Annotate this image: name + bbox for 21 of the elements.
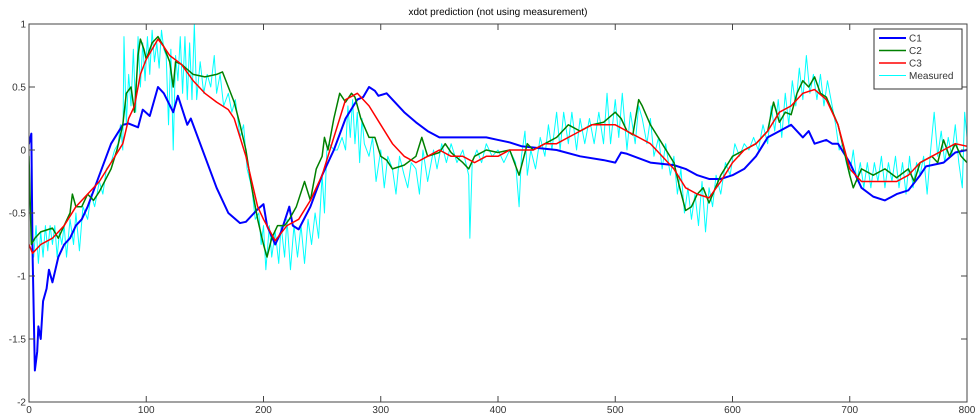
legend-label: C3 bbox=[909, 58, 922, 70]
x-tick-label: 100 bbox=[138, 405, 156, 416]
y-tick-label: 0 bbox=[20, 146, 26, 156]
y-tick-label: 1 bbox=[20, 20, 26, 30]
x-tick-label: 700 bbox=[841, 405, 859, 416]
legend-label: C1 bbox=[909, 34, 922, 44]
x-tick-label: 500 bbox=[606, 405, 624, 416]
x-tick-label: 300 bbox=[372, 405, 390, 416]
y-tick-label: 0.5 bbox=[12, 82, 26, 94]
y-tick-label: -0.5 bbox=[8, 208, 26, 220]
legend-label: Measured bbox=[909, 71, 954, 82]
y-tick-label: -1 bbox=[17, 272, 26, 282]
x-tick-label: 800 bbox=[958, 405, 976, 416]
y-tick-label: -2 bbox=[17, 398, 26, 408]
line-series bbox=[29, 86, 967, 372]
x-tick-label: 400 bbox=[490, 405, 507, 416]
y-tick-label: -1.5 bbox=[8, 334, 26, 346]
x-tick-label: 200 bbox=[255, 405, 272, 416]
chart-title: xdot prediction (not using measurement) bbox=[408, 7, 588, 18]
x-tick-label: 600 bbox=[724, 405, 742, 416]
legend-label: C2 bbox=[909, 46, 922, 57]
